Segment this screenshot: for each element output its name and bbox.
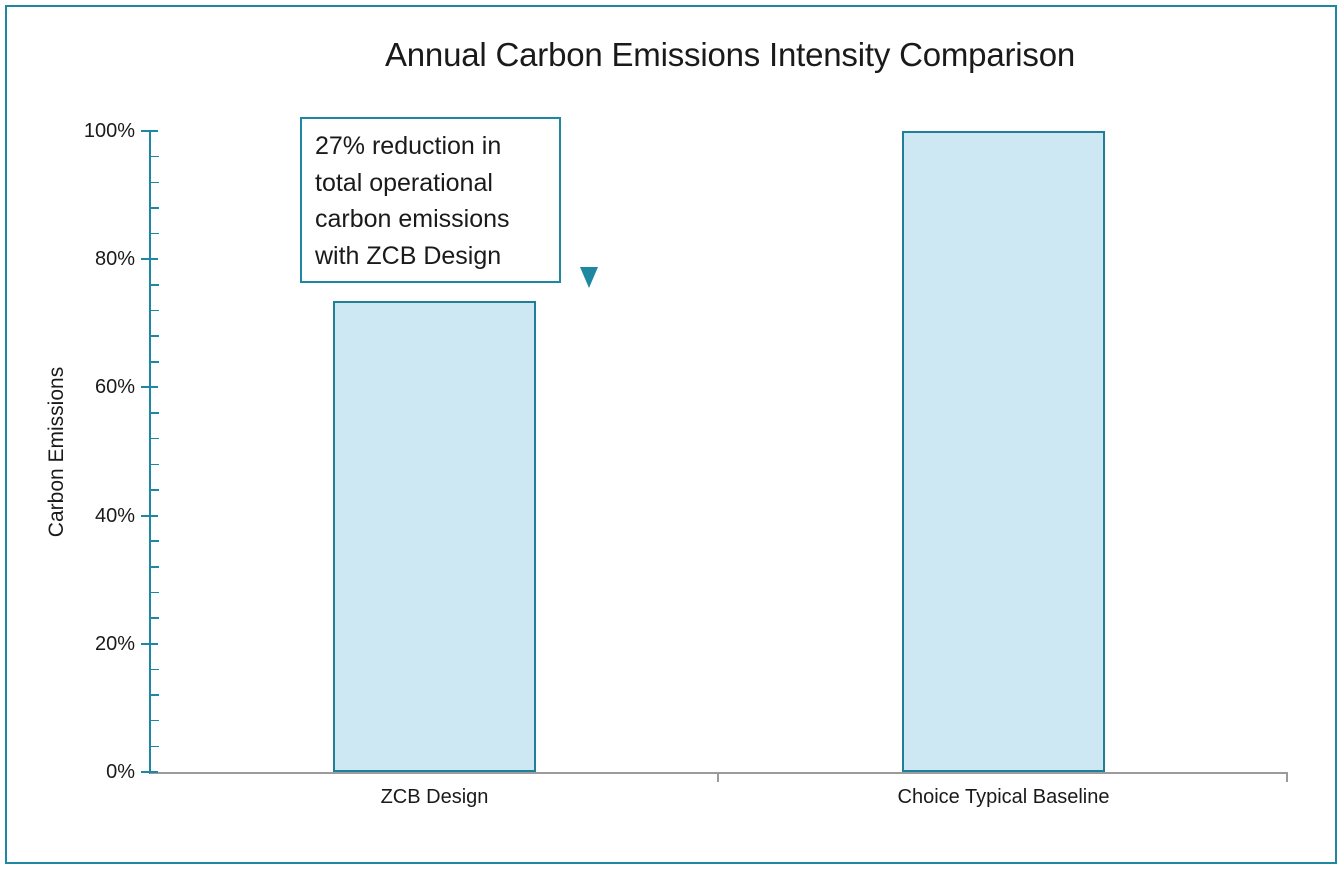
annotation-box[interactable]: 27% reduction in total operational carbo…: [300, 117, 561, 283]
y-axis-minor-tick: [151, 719, 159, 722]
y-axis-line: [149, 131, 151, 774]
y-tick-label[interactable]: 40%: [94, 504, 135, 527]
chart-border-frame: [5, 5, 1337, 864]
annotation-line: carbon emissions: [315, 205, 510, 233]
annotation-line: total operational: [315, 168, 493, 197]
annotation-line: 27% reduction in: [315, 132, 502, 160]
y-axis-major-tick: [141, 130, 158, 132]
x-axis-boundary-tick: [1286, 773, 1288, 782]
down-arrow-icon[interactable]: [577, 116, 601, 292]
y-axis-minor-tick: [151, 489, 159, 491]
y-axis-minor-tick: [151, 284, 159, 286]
y-axis-minor-tick: [151, 335, 159, 337]
y-tick-label[interactable]: 60%: [94, 376, 135, 399]
y-axis-minor-tick: [151, 207, 159, 209]
y-axis-minor-tick: [151, 668, 159, 671]
y-axis-minor-tick: [151, 232, 159, 235]
y-tick-label[interactable]: 0%: [106, 761, 135, 783]
y-axis-major-tick: [141, 258, 158, 261]
y-axis-minor-tick: [151, 309, 159, 312]
y-axis-minor-tick: [151, 437, 159, 440]
x-axis-boundary-tick: [717, 773, 719, 782]
y-axis-minor-tick: [151, 155, 159, 158]
annotation-line: with ZCB Design: [315, 241, 502, 270]
y-axis-major-tick: [141, 386, 158, 389]
y-tick-label[interactable]: 80%: [94, 248, 135, 271]
y-axis-major-tick: [141, 771, 158, 773]
bar-zcb-design[interactable]: [333, 300, 536, 772]
y-axis-minor-tick: [151, 745, 159, 748]
y-tick-label[interactable]: 100%: [83, 120, 135, 142]
y-axis-minor-tick: [151, 591, 159, 594]
x-category-label[interactable]: Choice Typical Baseline: [897, 786, 1110, 808]
y-axis-major-tick: [141, 514, 158, 517]
x-axis-line: [150, 772, 1288, 774]
bar-choice-typical-baseline[interactable]: [902, 131, 1105, 772]
y-axis-minor-tick: [151, 463, 159, 466]
y-axis-minor-tick: [151, 361, 159, 363]
y-axis-minor-tick: [151, 617, 159, 619]
y-axis-minor-tick: [151, 694, 159, 696]
y-axis-minor-tick: [151, 181, 159, 184]
y-axis-minor-tick: [151, 540, 159, 542]
x-category-label[interactable]: ZCB Design: [380, 786, 489, 808]
y-tick-label[interactable]: 20%: [94, 632, 135, 655]
chart-title[interactable]: Annual Carbon Emissions Intensity Compar…: [384, 36, 1076, 73]
y-axis-major-tick: [141, 642, 158, 645]
y-axis-minor-tick: [151, 566, 159, 568]
y-axis-minor-tick: [151, 412, 159, 414]
